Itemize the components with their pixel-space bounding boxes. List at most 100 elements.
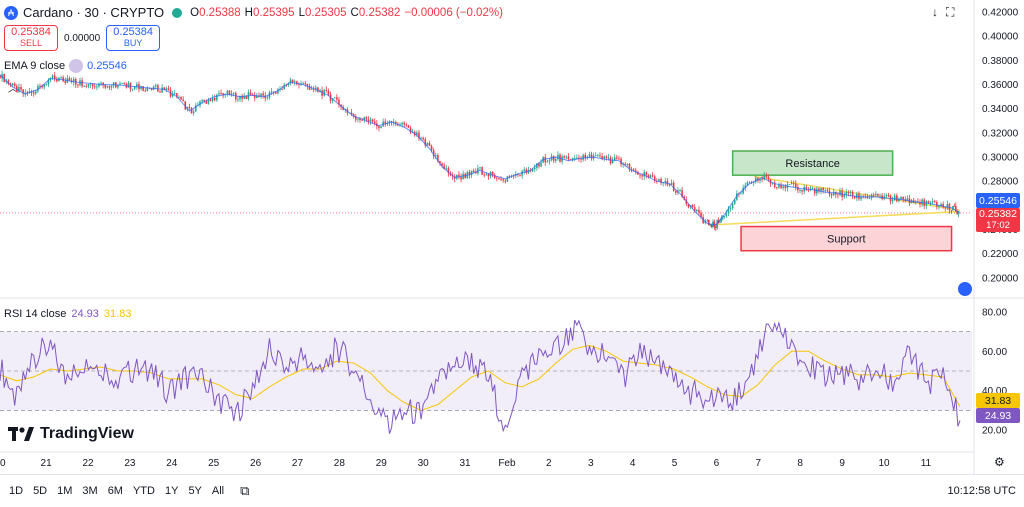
rsi-legend[interactable]: RSI 14 close 24.93 31.83: [4, 308, 131, 320]
candle-body: [428, 143, 431, 146]
symbol-title[interactable]: Cardano · 30 · CRYPTO: [23, 5, 165, 20]
candle-body: [384, 121, 387, 125]
settings-gear-icon[interactable]: ⚙: [994, 455, 1005, 469]
candle-body: [801, 190, 803, 192]
collapse-legend-icon[interactable]: ︿: [8, 84, 18, 95]
resistance-zone[interactable]: [731, 150, 894, 176]
candle-body: [228, 90, 231, 95]
ema-legend[interactable]: EMA 9 close 0.25546: [4, 59, 127, 73]
price-axis-tick: 0.22000: [982, 249, 1019, 260]
live-status-icon: [172, 7, 183, 18]
support-trendline[interactable]: [715, 210, 961, 226]
candle-body: [211, 97, 214, 101]
candle-body: [624, 163, 627, 165]
candle-body: [77, 84, 79, 86]
candle-body: [207, 99, 210, 104]
eye-icon[interactable]: [69, 59, 84, 73]
date-range-icon[interactable]: ⧉: [240, 483, 250, 498]
time-axis-tick: 22: [82, 458, 94, 469]
candle-body: [641, 175, 643, 177]
candle-body: [405, 124, 408, 126]
candle-body: [813, 188, 816, 194]
candle-body: [274, 91, 277, 94]
candle-body: [759, 178, 761, 181]
candle-body: [119, 83, 121, 85]
candle-body: [243, 95, 246, 99]
candle-body: [720, 217, 723, 222]
candle-body: [216, 94, 218, 101]
candle-body: [167, 88, 170, 90]
support-label: Support: [827, 234, 866, 246]
timeframe-all[interactable]: All: [211, 485, 225, 497]
tradingview-logo[interactable]: TradingView: [8, 425, 134, 443]
time-axis-tick: 24: [166, 458, 178, 469]
fullscreen-icon[interactable]: ⛶: [946, 5, 955, 19]
candle-body: [361, 120, 363, 121]
timeframe-6m[interactable]: 6M: [107, 485, 123, 497]
candle-body: [681, 190, 683, 197]
sell-button[interactable]: 0.25384 SELL: [4, 25, 58, 51]
candle-body: [18, 87, 20, 92]
candle-body: [253, 94, 256, 98]
candle-body: [902, 197, 904, 200]
buy-button[interactable]: 0.25384 BUY: [106, 25, 161, 51]
candle-body: [719, 221, 721, 223]
candle-body: [893, 195, 896, 201]
candle-body: [746, 182, 749, 186]
candle-body: [11, 83, 14, 86]
timeframe-1y[interactable]: 1Y: [164, 485, 179, 497]
candle-body: [98, 83, 100, 87]
timeframe-5y[interactable]: 5Y: [188, 485, 202, 497]
candle-body: [260, 93, 262, 97]
candle-body: [100, 82, 102, 84]
candle-body: [256, 95, 258, 98]
candle-body: [182, 99, 184, 102]
support-zone[interactable]: [740, 225, 953, 252]
candle-body: [938, 206, 940, 207]
timeframe-ytd[interactable]: YTD: [132, 485, 155, 497]
candle-body: [620, 158, 622, 165]
candle-body: [121, 83, 123, 85]
timeframe-1d[interactable]: 1D: [9, 485, 24, 497]
candle-body: [138, 83, 140, 90]
candle-body: [942, 203, 944, 208]
candle-body: [607, 157, 610, 159]
ema-price-tag: 0.25546: [976, 193, 1020, 208]
time-axis-tick: 30: [418, 458, 430, 469]
utc-clock[interactable]: 10:12:58 UTC: [947, 485, 1016, 497]
candle-body: [87, 84, 90, 87]
candle-body: [496, 177, 498, 179]
time-axis-tick: 2: [546, 458, 552, 469]
candle-body: [445, 168, 448, 170]
candle-body: [931, 201, 934, 203]
candle-body: [37, 85, 39, 92]
candle-body: [849, 192, 852, 194]
time-axis-tick: 25: [208, 458, 220, 469]
time-axis-tick: 6: [714, 458, 720, 469]
candle-body: [43, 84, 46, 88]
time-axis-tick: 7: [756, 458, 762, 469]
candle-body: [626, 163, 629, 165]
candle-body: [230, 93, 233, 95]
timeframe-1m[interactable]: 1M: [57, 485, 73, 497]
candle-body: [178, 97, 180, 98]
candle-body: [289, 79, 292, 84]
candle-body: [710, 224, 713, 228]
candle-body: [588, 154, 591, 157]
timeframe-3m[interactable]: 3M: [82, 485, 98, 497]
download-icon[interactable]: ↓: [932, 5, 938, 19]
timeframe-5d[interactable]: 5D: [33, 485, 48, 497]
rsi-pane: [0, 319, 972, 434]
candle-body: [919, 202, 921, 205]
candle-body: [102, 82, 104, 86]
candle-body: [314, 87, 317, 90]
candle-body: [32, 92, 35, 94]
candle-body: [582, 154, 584, 160]
candle-body: [176, 93, 178, 98]
candle-body: [312, 88, 315, 90]
ema-line: [0, 74, 961, 226]
alert-badge-icon[interactable]: [958, 282, 972, 296]
candle-body: [921, 199, 923, 205]
